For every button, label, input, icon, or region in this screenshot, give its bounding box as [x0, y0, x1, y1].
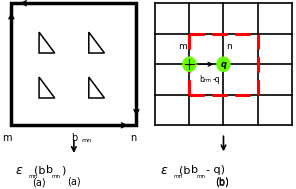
Text: b: b	[46, 165, 53, 175]
Text: $\varepsilon$: $\varepsilon$	[15, 164, 23, 177]
Text: q: q	[221, 60, 226, 69]
Text: (b: (b	[34, 165, 45, 175]
Text: mn: mn	[81, 138, 91, 143]
Text: mn: mn	[204, 78, 212, 83]
Circle shape	[217, 57, 230, 71]
Text: mn: mn	[28, 174, 37, 179]
Text: (b): (b)	[215, 177, 229, 187]
Text: m: m	[178, 42, 186, 51]
Text: mn: mn	[51, 174, 60, 179]
Text: b: b	[199, 75, 204, 84]
Text: b: b	[191, 165, 198, 175]
Text: b: b	[71, 133, 77, 143]
Text: m: m	[2, 133, 12, 143]
Text: - q): - q)	[206, 165, 225, 175]
Text: ): )	[61, 165, 65, 175]
Text: mn: mn	[196, 174, 205, 179]
Text: n: n	[131, 133, 137, 143]
Text: mn: mn	[173, 174, 182, 179]
Text: (a): (a)	[67, 177, 81, 187]
Text: (b: (b	[179, 165, 190, 175]
Text: $\varepsilon$: $\varepsilon$	[160, 164, 168, 177]
Text: (a): (a)	[32, 177, 45, 187]
Bar	[11, 3, 136, 125]
Circle shape	[183, 57, 196, 71]
Text: (b): (b)	[215, 177, 229, 187]
Text: n: n	[226, 42, 232, 51]
Text: -q: -q	[213, 75, 220, 84]
